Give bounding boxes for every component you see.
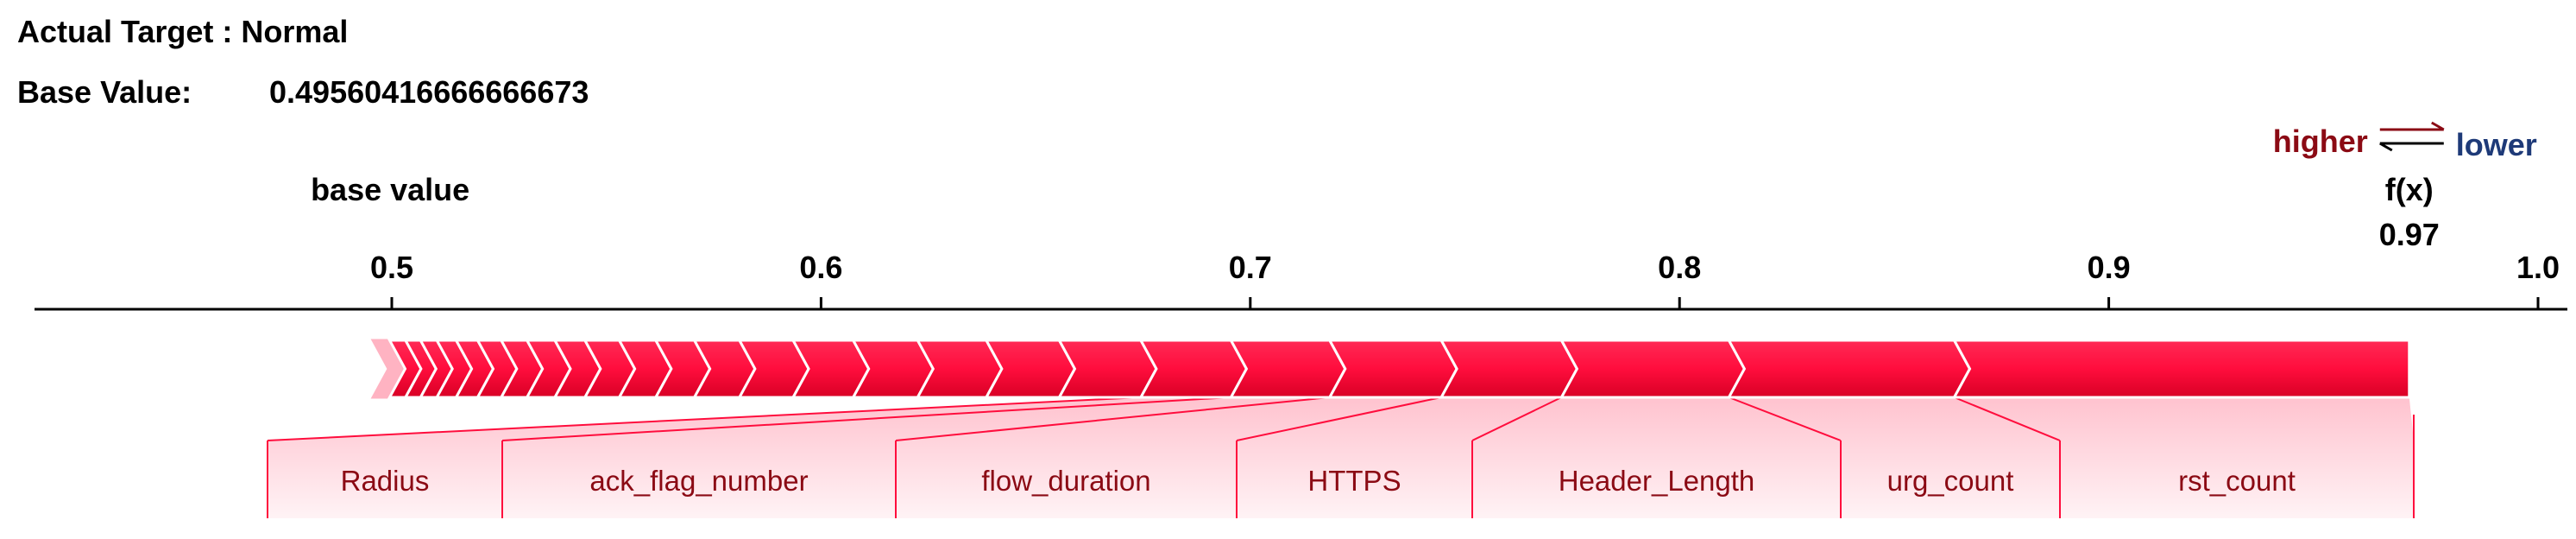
tick-label: 0.7 xyxy=(1229,250,1272,285)
label-connector-line xyxy=(501,396,1231,441)
force-bar-segment xyxy=(1952,339,2411,399)
legend-higher: higher xyxy=(2273,124,2368,159)
base-value-row: Base Value: 0.49560416666666673 xyxy=(17,74,589,111)
label-connector-fill xyxy=(268,397,1231,518)
arrow-left-icon xyxy=(2379,142,2444,152)
tick-label: 1.0 xyxy=(2516,250,2560,285)
feature-label: rst_count xyxy=(2178,465,2296,497)
feature-label: Radius xyxy=(341,465,430,497)
tick-label: 0.5 xyxy=(370,250,413,285)
force-bar-segment xyxy=(1327,339,1458,399)
label-connector-line xyxy=(895,396,1330,441)
actual-target-label: Actual Target : Normal xyxy=(17,14,349,49)
fx-caption: f(x) xyxy=(2385,172,2434,207)
label-connector-line xyxy=(1471,396,1562,441)
force-bar-segment xyxy=(1559,339,1747,399)
base-value-number: 0.49560416666666673 xyxy=(269,74,589,110)
label-connector-fill xyxy=(1237,397,1562,518)
tick-label: 0.6 xyxy=(799,250,842,285)
arrow-right-icon xyxy=(2379,121,2445,131)
base-value-caption: base value xyxy=(311,172,469,207)
legend-lower: lower xyxy=(2456,127,2537,162)
label-connector-line xyxy=(267,396,1142,441)
label-connector-line xyxy=(1729,396,1842,441)
force-bars xyxy=(370,339,2411,399)
force-bar-segment xyxy=(1439,339,1579,399)
legend: higher lower xyxy=(2273,121,2537,162)
label-connector-fill xyxy=(1954,397,2414,518)
base-value-label: Base Value: xyxy=(17,74,192,110)
force-bar-segment xyxy=(1056,339,1158,399)
feature-label: HTTPS xyxy=(1307,465,1401,497)
feature-label: Header_Length xyxy=(1559,465,1755,497)
feature-label: urg_count xyxy=(1887,465,2014,497)
feature-label: flow_duration xyxy=(981,465,1150,497)
label-connector-line xyxy=(1236,396,1442,441)
label-connector-fill xyxy=(1472,397,1841,518)
label-connector-fill xyxy=(502,397,1330,518)
label-connector-fill xyxy=(1729,397,2060,518)
fx-value: 0.97 xyxy=(2379,217,2440,252)
force-bar-segment xyxy=(1726,339,1972,399)
force-bar-segment xyxy=(1228,339,1347,399)
force-bar-segment xyxy=(1138,339,1249,399)
x-axis: 0.5 0.6 0.7 0.8 0.9 1.0 base value f(x) 0.97 xyxy=(35,172,2567,311)
label-connectors xyxy=(267,396,2415,518)
feature-labels: Radius ack_flag_number flow_duration HTTPS H… xyxy=(341,465,2296,497)
label-connector-line xyxy=(1954,396,2061,441)
feature-label: ack_flag_number xyxy=(589,465,808,497)
tick-label: 0.9 xyxy=(2088,250,2131,285)
tick-label: 0.8 xyxy=(1658,250,1701,285)
